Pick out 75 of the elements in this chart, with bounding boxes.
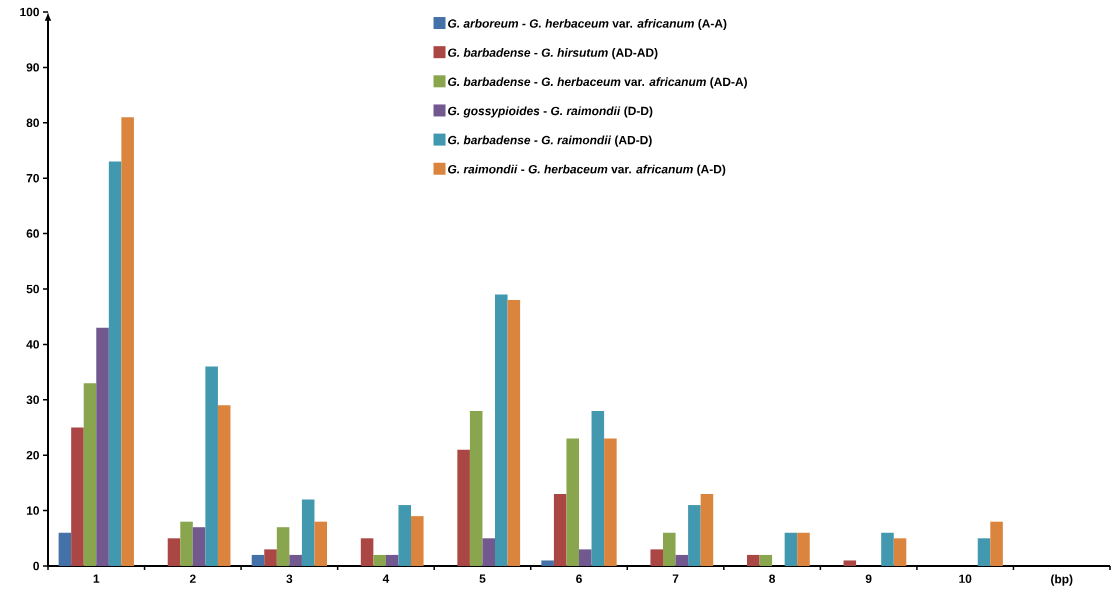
x-tick-label: 2 <box>189 574 196 583</box>
x-tick-label: 1 <box>93 574 100 583</box>
x-tick-label: 10 <box>959 574 972 583</box>
y-tick-label: 20 <box>26 450 39 460</box>
bar <box>747 554 760 566</box>
y-tick-label: 40 <box>26 340 39 349</box>
bar <box>71 427 84 566</box>
y-tick-label: 100 <box>20 7 39 17</box>
bar <box>251 554 265 566</box>
x-axis-title: (bp) <box>1051 574 1073 586</box>
bar <box>264 549 277 566</box>
y-tick-label: 50 <box>26 284 39 294</box>
bar <box>553 493 567 566</box>
bar <box>688 505 701 566</box>
legend-label: G. raimondii - G. herbaceum var. africanum (A-D) <box>448 164 726 176</box>
bar <box>843 560 857 566</box>
bar <box>541 560 554 566</box>
bar <box>83 383 97 566</box>
bar <box>700 493 714 566</box>
bar <box>108 161 122 566</box>
bar <box>604 438 617 566</box>
bar <box>507 300 521 566</box>
bar <box>205 366 218 566</box>
bar <box>398 505 412 566</box>
legend-label: G. gossypioides - G. raimondii (D-D) <box>448 106 653 118</box>
x-tick-label: 8 <box>769 574 776 583</box>
legend-label: G. arboreum - G. herbaceum var. africanum (A-A) <box>448 18 727 31</box>
bar <box>217 405 231 566</box>
x-tick-label: 9 <box>865 574 872 583</box>
bar <box>881 532 894 566</box>
legend-label: G. barbadense - G. raimondii (AD-D) <box>448 135 652 147</box>
bar <box>385 554 399 566</box>
bar <box>495 294 508 566</box>
bar <box>759 554 773 566</box>
bar <box>301 499 315 566</box>
legend-label: G. barbadense - G. herbaceum var. africanum (AD-A) <box>448 77 747 89</box>
bar <box>591 410 605 566</box>
bar <box>289 554 302 566</box>
y-tick-label: 60 <box>26 229 39 238</box>
bar <box>192 527 206 566</box>
bar <box>482 538 496 566</box>
bar <box>579 549 592 566</box>
bar <box>566 438 579 566</box>
bar <box>373 554 386 566</box>
bar <box>650 549 663 566</box>
bar <box>360 538 374 566</box>
y-tick-label: 80 <box>26 118 39 128</box>
bar <box>675 554 689 566</box>
x-tick-label: 7 <box>672 574 679 583</box>
bar <box>167 538 181 566</box>
bar <box>977 538 991 566</box>
y-tick-label: 30 <box>26 395 39 405</box>
bar <box>180 521 193 566</box>
bar <box>96 327 109 566</box>
legend-label: G. barbadense - G. hirsutum (AD-AD) <box>448 48 658 60</box>
bar <box>121 117 134 566</box>
x-tick-label: 4 <box>382 574 390 583</box>
bar <box>457 449 470 566</box>
bar <box>893 538 907 566</box>
y-tick-label: 0 <box>33 561 39 571</box>
bar <box>469 410 483 566</box>
x-tick-label: 6 <box>576 574 582 583</box>
bar <box>58 532 72 566</box>
y-tick-label: 10 <box>26 506 39 515</box>
bar <box>990 521 1003 566</box>
bar <box>411 516 424 566</box>
x-tick-label: 3 <box>286 574 293 584</box>
y-tick-label: 70 <box>26 173 39 183</box>
bar <box>314 521 328 566</box>
x-tick-label: 5 <box>479 574 486 583</box>
bar <box>276 527 290 566</box>
y-tick-label: 90 <box>26 63 39 72</box>
bar <box>663 532 676 566</box>
bar <box>784 532 798 566</box>
bar <box>797 532 810 566</box>
